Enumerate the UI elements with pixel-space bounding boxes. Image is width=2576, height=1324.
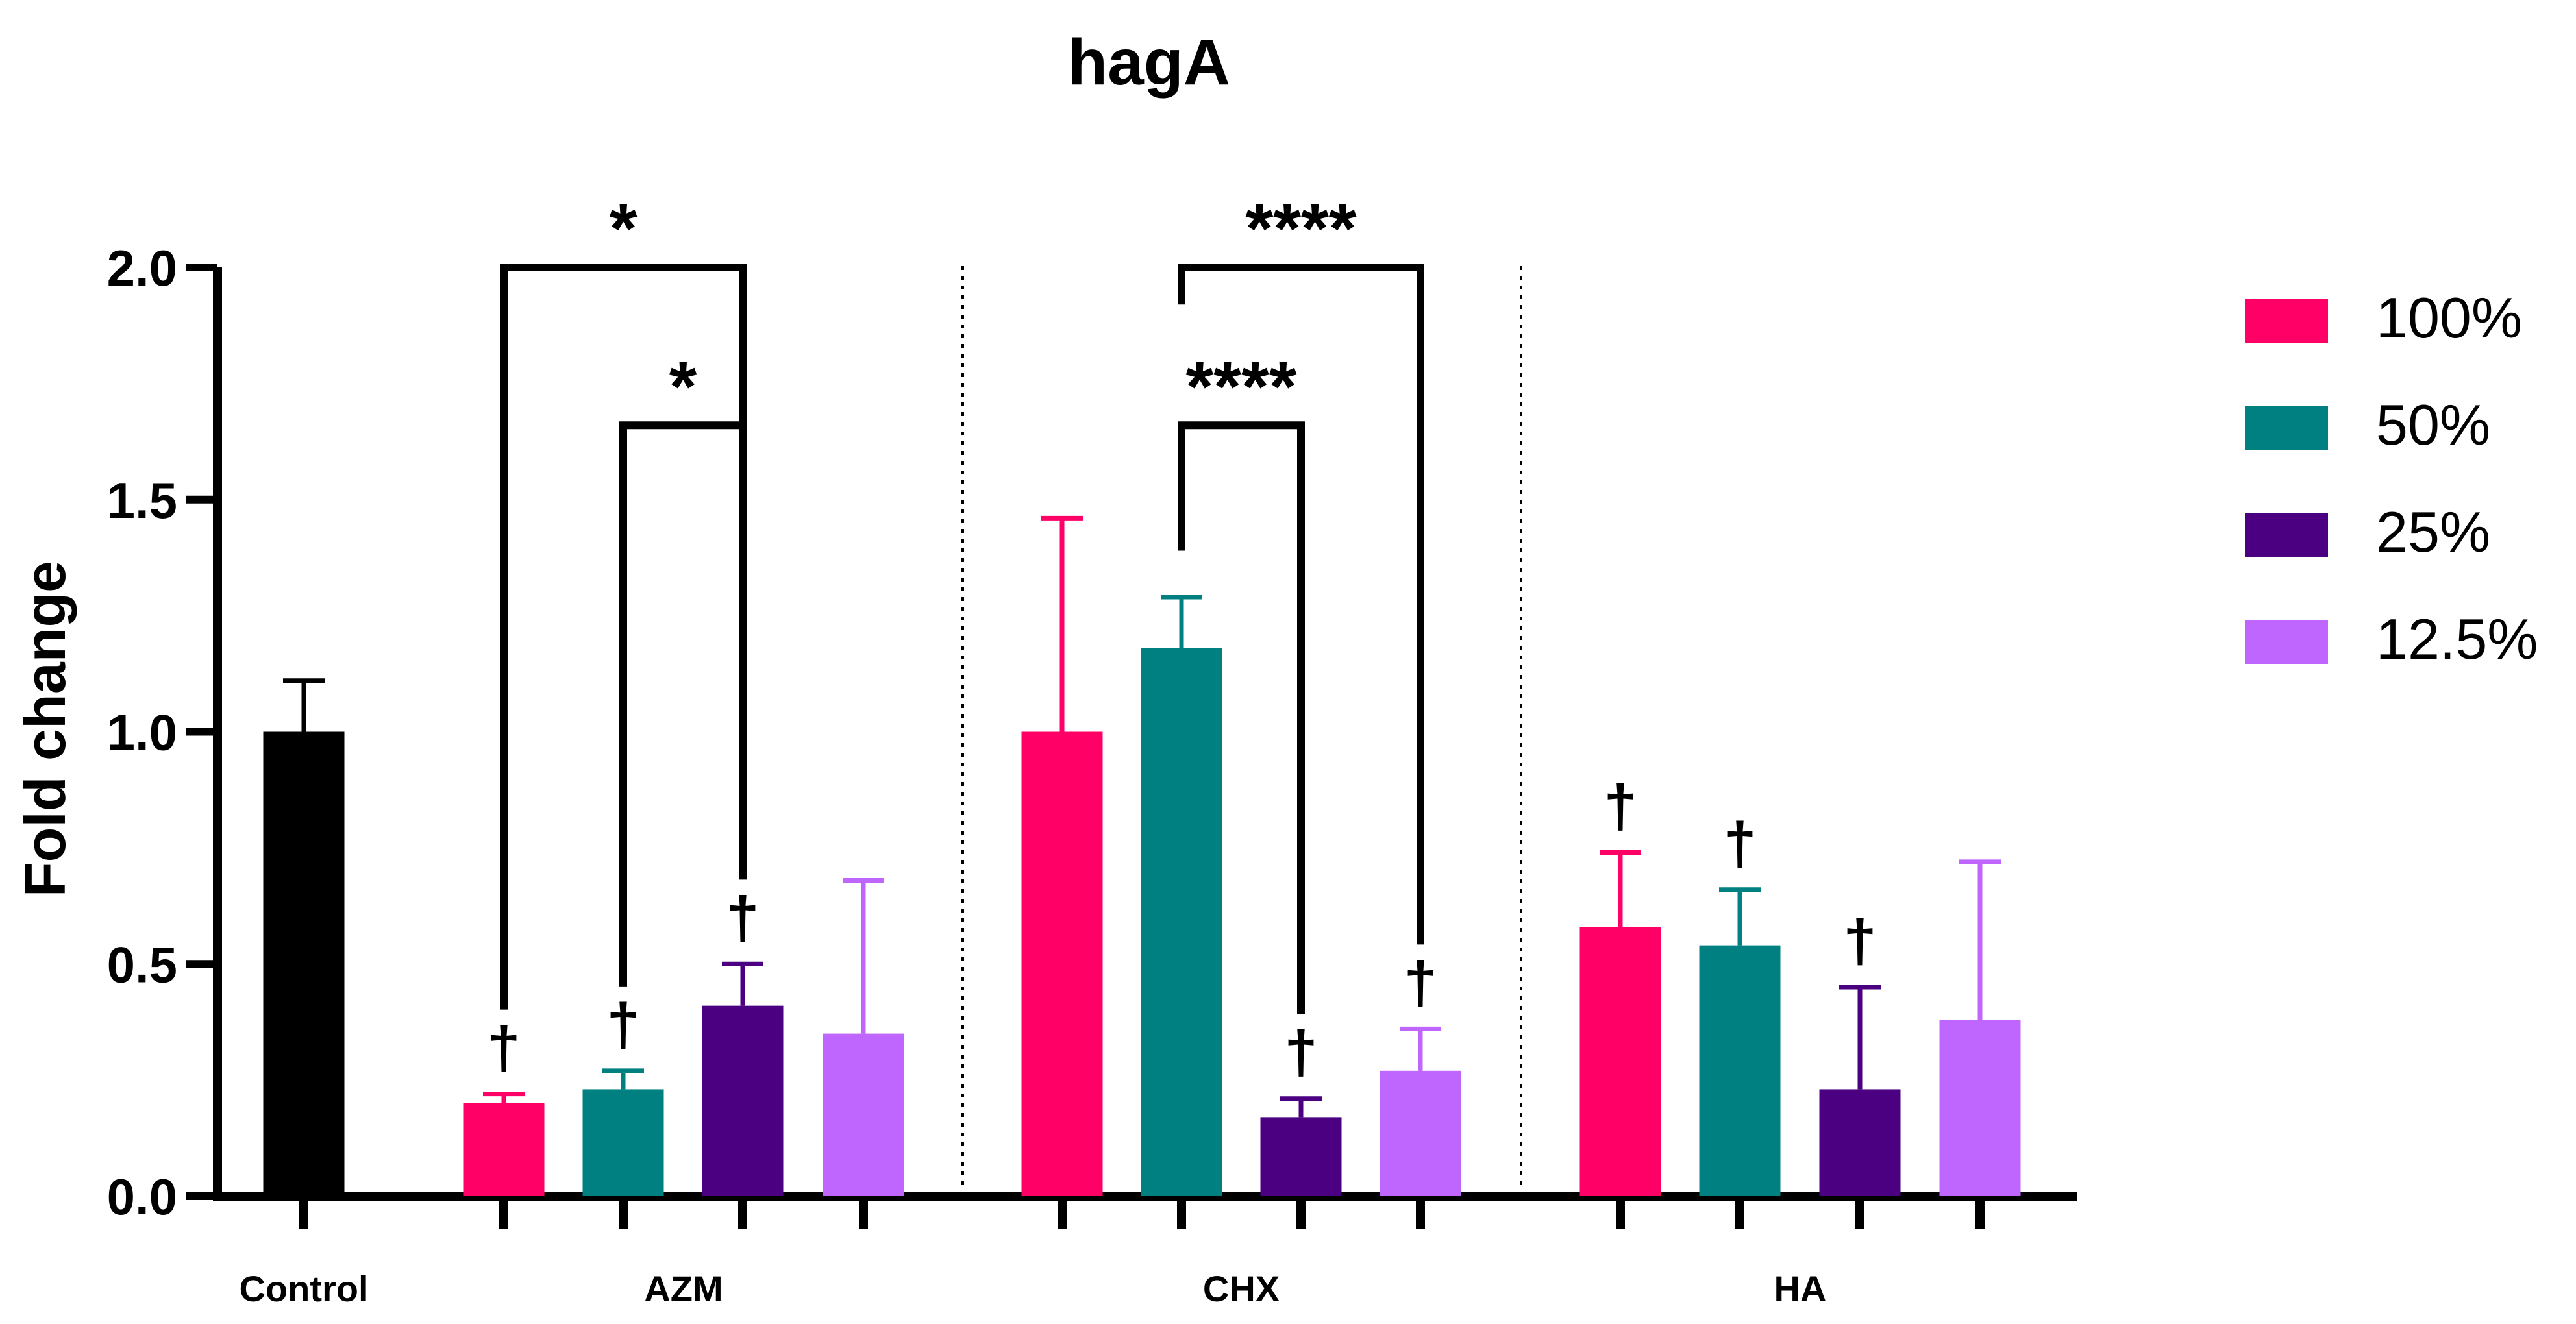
- significance-label: ****: [1245, 189, 1356, 269]
- bar: [1699, 945, 1781, 1196]
- y-tick-label: 2.0: [107, 239, 177, 297]
- x-group-label: HA: [1774, 1268, 1827, 1309]
- dagger-marks: † † † † † † † †: [487, 774, 1876, 1086]
- legend-label: 100%: [2376, 286, 2522, 350]
- bars: [263, 648, 2021, 1196]
- legend-swatch: [2245, 620, 2328, 664]
- bar: [263, 731, 345, 1196]
- legend-label: 25%: [2376, 500, 2490, 564]
- bar: [1579, 927, 1661, 1196]
- legend: 100% 50% 25% 12.5%: [2245, 286, 2538, 671]
- dagger-mark: †: [1604, 774, 1637, 840]
- legend-swatch: [2245, 406, 2328, 450]
- x-group-label: CHX: [1203, 1268, 1280, 1309]
- y-tick-label: 0.0: [107, 1168, 177, 1225]
- significance-bracket: [619, 421, 747, 987]
- dagger-mark: †: [606, 992, 639, 1058]
- bar: [1021, 731, 1103, 1196]
- bar: [1141, 648, 1222, 1196]
- legend-swatch: [2245, 299, 2328, 343]
- group-separators: [961, 266, 1522, 1191]
- error-bars: [283, 515, 2001, 1118]
- y-tick-label: 0.5: [107, 936, 177, 993]
- dagger-mark: †: [1843, 908, 1876, 974]
- legend-label: 12.5%: [2376, 607, 2538, 671]
- significance-label: *: [610, 189, 638, 269]
- bar: [582, 1089, 664, 1196]
- significance-brackets: **********: [500, 189, 1424, 1014]
- x-axis: Control AZM CHX HA: [213, 1192, 2077, 1309]
- bar: [702, 1005, 784, 1196]
- x-group-label: AZM: [644, 1268, 723, 1309]
- significance-bracket: [1178, 421, 1305, 1014]
- y-tick-label: 1.0: [107, 704, 177, 761]
- bar: [1819, 1089, 1901, 1196]
- bar: [463, 1103, 545, 1196]
- dagger-mark: †: [726, 885, 759, 951]
- y-axis: 0.0 0.5 1.0 1.5 2.0: [107, 239, 222, 1225]
- legend-swatch: [2245, 513, 2328, 557]
- dagger-mark: †: [1404, 950, 1437, 1016]
- significance-bracket: [1178, 264, 1424, 945]
- significance-label: ****: [1185, 347, 1296, 426]
- bar: [1260, 1117, 1342, 1196]
- chart-title: hagA: [1068, 26, 1230, 99]
- dagger-mark: †: [487, 1015, 520, 1081]
- dagger-mark: †: [1723, 811, 1756, 877]
- significance-label: *: [669, 347, 697, 426]
- bar: [1939, 1020, 2021, 1196]
- y-tick-label: 1.5: [107, 472, 177, 529]
- bar: [823, 1033, 904, 1196]
- x-group-label: Control: [239, 1268, 368, 1309]
- y-axis-label: Fold change: [13, 561, 77, 897]
- bar: [1380, 1070, 1461, 1196]
- dagger-mark: †: [1284, 1020, 1317, 1086]
- legend-label: 50%: [2376, 393, 2490, 457]
